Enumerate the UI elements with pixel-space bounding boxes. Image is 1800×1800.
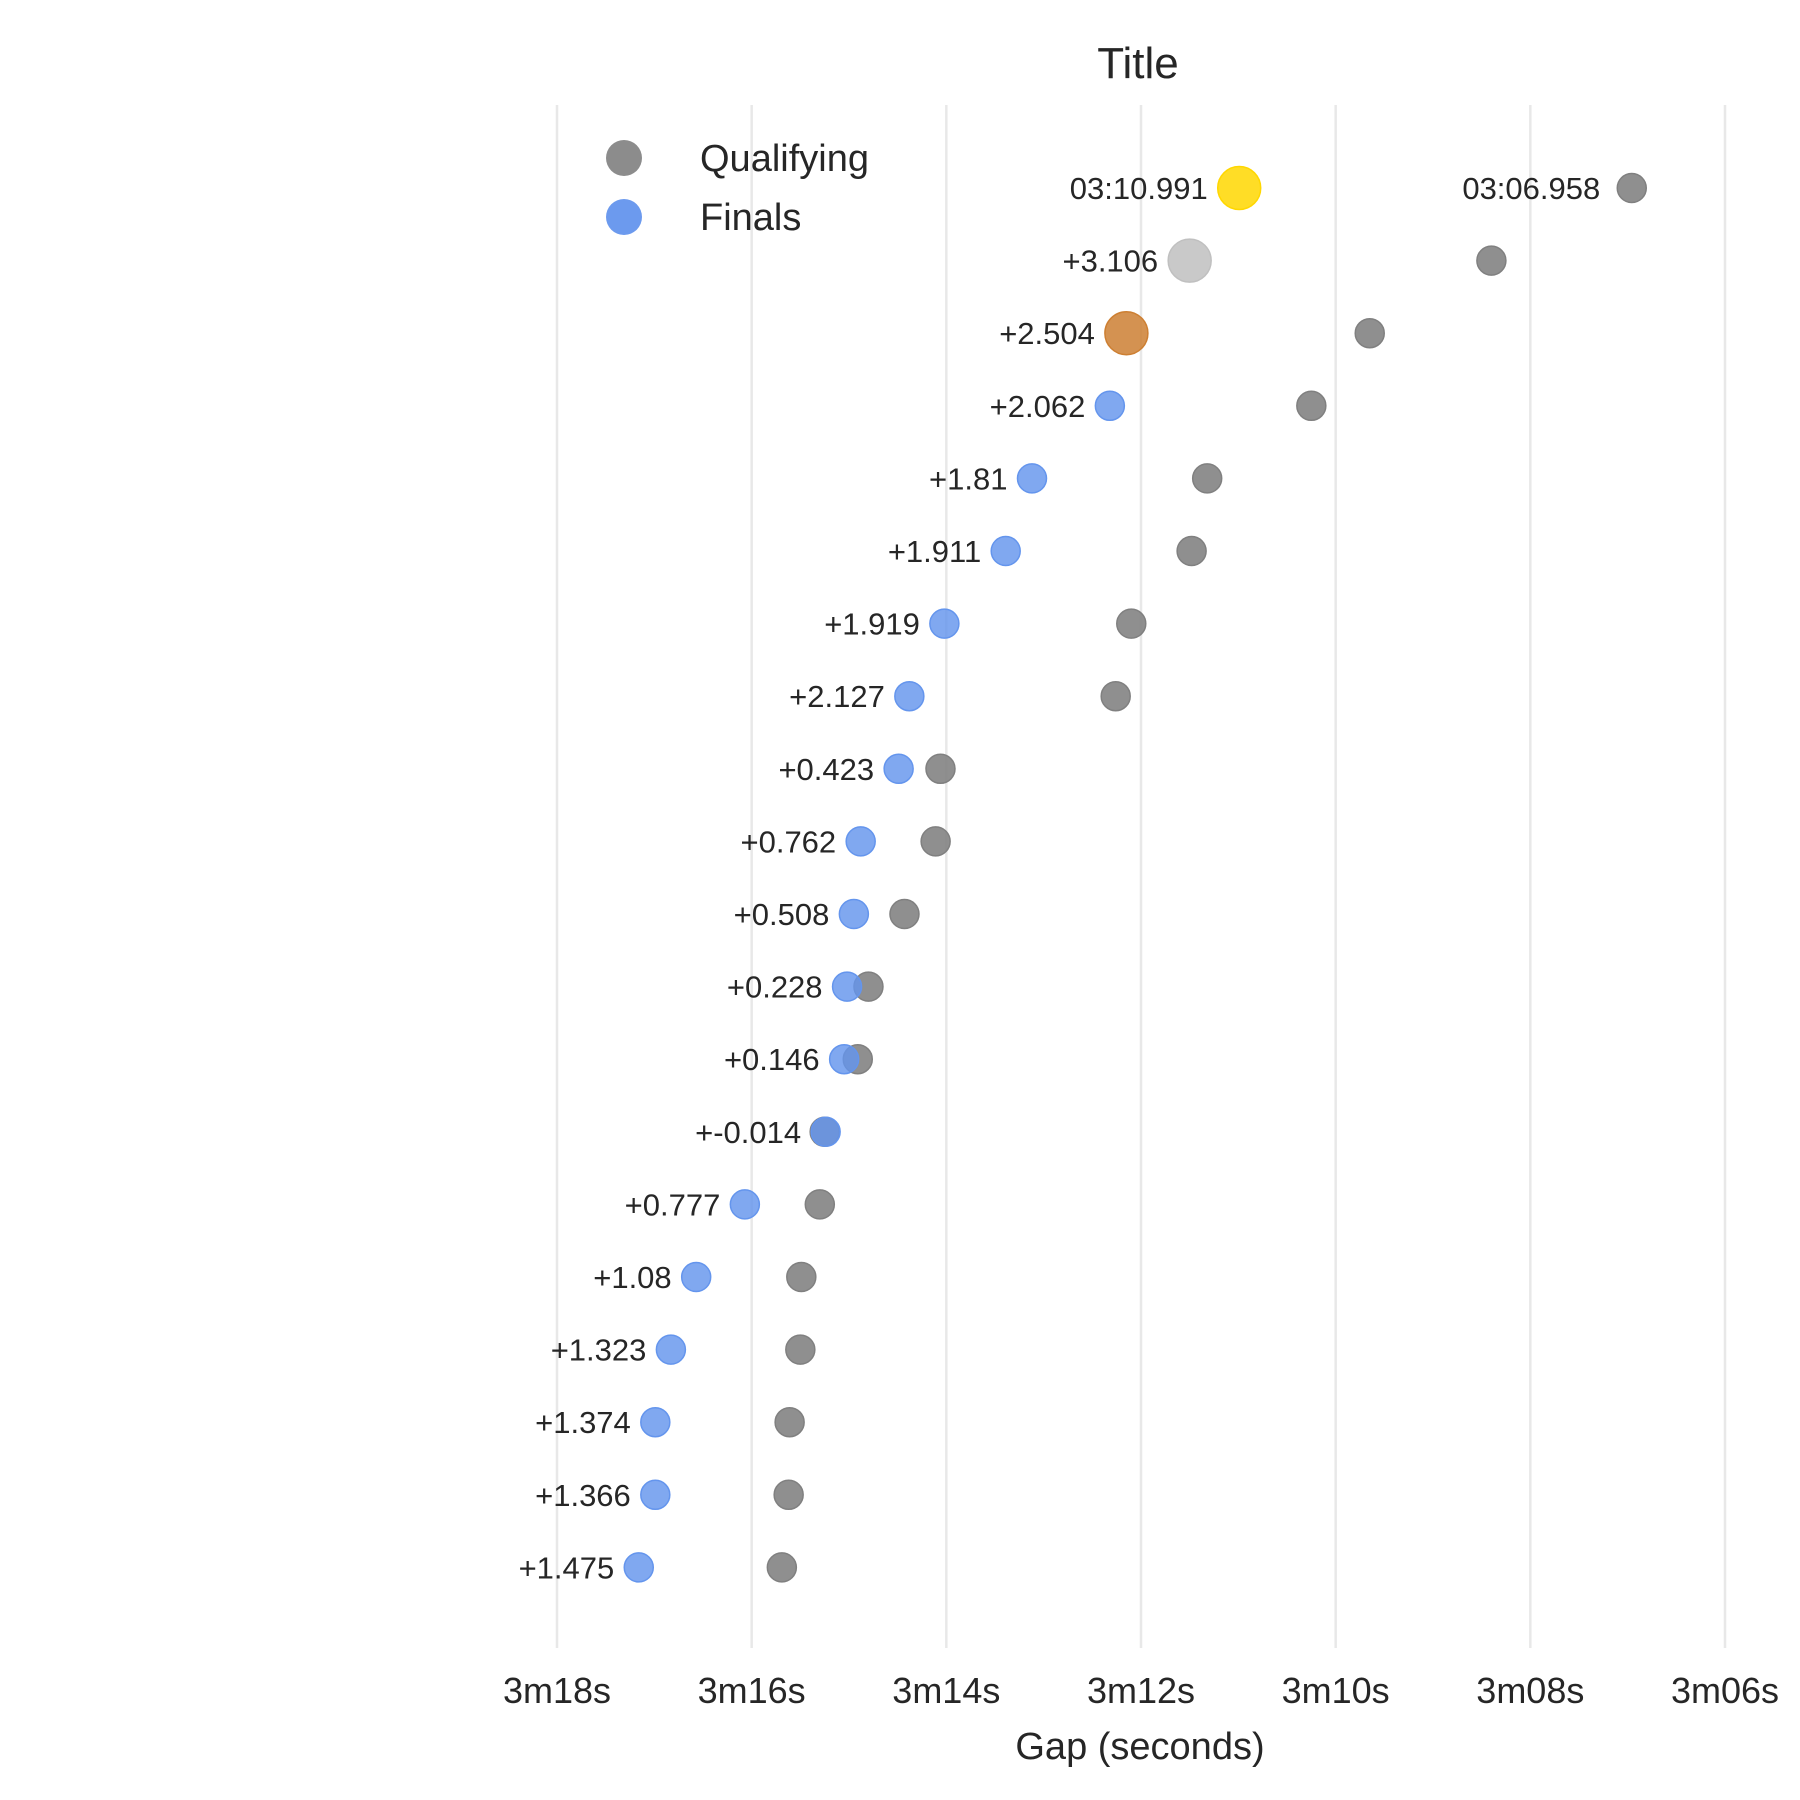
finals-point [655,1334,687,1365]
gap-label: +2.062 [990,389,1086,424]
gap-labels: 03:10.991 +3.106 +2.504 +2.062 +1.81 +1.911 +1… [519,171,1601,1585]
qualifying-point [1116,608,1147,639]
qualifying-point [785,1334,816,1365]
finals-point [929,608,960,639]
qualifying-point [1296,390,1327,422]
gap-label: +2.127 [789,679,885,714]
gap-label: +0.146 [724,1042,820,1077]
qualifying-point [804,1189,836,1220]
gap-label: +0.228 [727,970,823,1005]
gap-label: +1.81 [929,461,1007,496]
legend-label-qualifying: Qualifying [700,138,869,180]
grid-lines [555,105,1727,1648]
qualifying-point [774,1406,805,1438]
finals-point [1016,463,1048,494]
finals-point-silver [1167,238,1212,283]
gap-label: +-0.014 [695,1115,801,1150]
data-points [623,165,1648,1583]
finals-point [838,898,870,930]
legend-marker-qualifying [606,140,642,176]
finals-point [845,826,876,857]
x-tick-label: 3m06s [1671,1670,1779,1711]
gap-label: +1.475 [519,1550,615,1585]
x-tick-label: 3m16s [698,1670,806,1711]
x-tick-label: 3m18s [503,1670,611,1711]
gap-label: +0.423 [778,752,874,787]
gap-label: +2.504 [999,316,1095,351]
finals-point [729,1189,761,1220]
chart-title: Title [1097,39,1179,88]
finals-point-bronze [1104,310,1149,356]
gap-label: +1.08 [593,1260,671,1295]
finals-point [883,753,914,785]
finals-point [640,1479,671,1511]
finals-point [894,680,925,712]
finals-point [1094,390,1126,422]
qualifying-point [773,1479,804,1511]
gap-label: +1.366 [535,1478,631,1513]
finals-point [828,1043,860,1075]
legend: Qualifying Finals [606,138,869,239]
gap-label: +1.374 [535,1405,631,1440]
qualifying-point [1100,680,1131,712]
qualifying-point [1191,463,1223,494]
qualifying-point [925,753,956,785]
x-tick-label: 3m08s [1476,1670,1584,1711]
finals-point [680,1261,712,1293]
qualifying-point [920,826,951,857]
finals-point [810,1116,841,1148]
gap-label: +3.106 [1062,244,1158,279]
gap-label: +0.777 [625,1187,721,1222]
gap-label: +0.762 [740,824,836,859]
gap-label: +1.323 [551,1333,647,1368]
x-tick-label: 3m14s [892,1670,1000,1711]
qualifying-point [1354,317,1385,349]
qualifying-point [766,1552,798,1583]
gap-label: 03:10.991 [1070,171,1208,206]
qualifying-leader-label: 03:06.958 [1462,171,1600,206]
x-tick-label: 3m10s [1282,1670,1390,1711]
qualifying-point [1176,535,1207,567]
qualifying-point [889,898,920,930]
finals-point [831,971,863,1002]
gap-label: +1.919 [824,607,920,642]
qualifying-point [786,1261,817,1293]
qualifying-point [1476,245,1507,276]
finals-point [990,535,1021,567]
x-tick-labels: 3m18s 3m16s 3m14s 3m12s 3m10s 3m08s 3m06s [503,1670,1779,1711]
x-tick-label: 3m12s [1087,1670,1195,1711]
x-axis-label: Gap (seconds) [1015,1726,1264,1768]
gap-label: +0.508 [734,897,830,932]
gap-label: +1.911 [888,534,981,569]
legend-marker-finals [606,199,642,235]
finals-point [623,1552,655,1583]
finals-point-gold [1216,165,1262,211]
legend-label-finals: Finals [700,197,801,239]
qualifying-point [1616,172,1648,204]
finals-point [640,1406,671,1438]
